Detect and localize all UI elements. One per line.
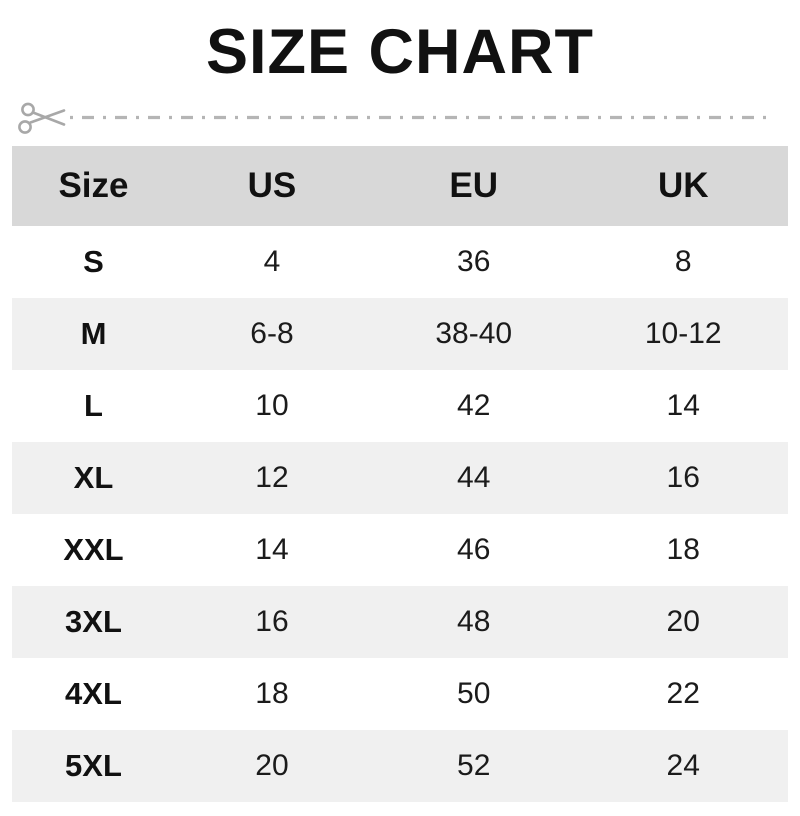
- table-row: M 6-8 38-40 10-12: [12, 298, 788, 370]
- size-value-cell: 6-8: [250, 317, 294, 350]
- size-value-cell: 18: [255, 677, 289, 710]
- size-value-cell: 14: [255, 533, 289, 566]
- size-value-cell: 18: [666, 533, 700, 566]
- table-row: XXL 14 46 18: [12, 514, 788, 586]
- size-value-cell: 12: [255, 461, 289, 494]
- size-value-cell: 10: [255, 389, 289, 422]
- size-label-cell: 3XL: [65, 604, 122, 639]
- column-header-uk: UK: [578, 146, 788, 226]
- table-row: 3XL 16 48 20: [12, 586, 788, 658]
- size-value-cell: 20: [666, 605, 700, 638]
- column-header-size: Size: [12, 146, 175, 226]
- size-value-cell: 44: [457, 461, 491, 494]
- table-row: 5XL 20 52 24: [12, 730, 788, 802]
- column-header-eu: EU: [368, 146, 579, 226]
- size-value-cell: 4: [263, 245, 281, 278]
- size-value-cell: 52: [457, 749, 491, 782]
- cut-line: [10, 94, 790, 142]
- size-label-cell: 4XL: [65, 676, 122, 711]
- size-label-cell: S: [83, 244, 104, 279]
- size-value-cell: 38-40: [435, 317, 513, 350]
- table-row: 4XL 18 50 22: [12, 658, 788, 730]
- size-value-cell: 42: [457, 389, 491, 422]
- table-row: L 10 42 14: [12, 370, 788, 442]
- size-value-cell: 8: [674, 245, 692, 278]
- size-value-cell: 10-12: [644, 317, 722, 350]
- page-title: SIZE CHART: [206, 17, 594, 87]
- table-row: XL 12 44 16: [12, 442, 788, 514]
- size-value-cell: 46: [457, 533, 491, 566]
- size-value-cell: 20: [255, 749, 289, 782]
- size-value-cell: 14: [666, 389, 700, 422]
- size-chart-table: Size US EU UK S 4 36 8 M 6-8 38-40 10-12 L 10 42 14…: [12, 146, 788, 802]
- size-label-cell: L: [84, 388, 103, 423]
- size-label-cell: M: [80, 316, 107, 351]
- size-value-cell: 36: [457, 245, 491, 278]
- table-row: S 4 36 8: [12, 226, 788, 298]
- size-value-cell: 24: [666, 749, 700, 782]
- size-value-cell: 16: [666, 461, 700, 494]
- size-value-cell: 50: [457, 677, 491, 710]
- column-header-us: US: [174, 146, 369, 226]
- size-value-cell: 22: [666, 677, 700, 710]
- size-value-cell: 48: [457, 605, 491, 638]
- table-header-row: Size US EU UK: [12, 146, 788, 226]
- size-label-cell: XXL: [63, 532, 124, 567]
- size-label-cell: 5XL: [65, 748, 122, 783]
- scissors-icon: [18, 102, 66, 134]
- size-label-cell: XL: [73, 460, 114, 495]
- size-value-cell: 16: [255, 605, 289, 638]
